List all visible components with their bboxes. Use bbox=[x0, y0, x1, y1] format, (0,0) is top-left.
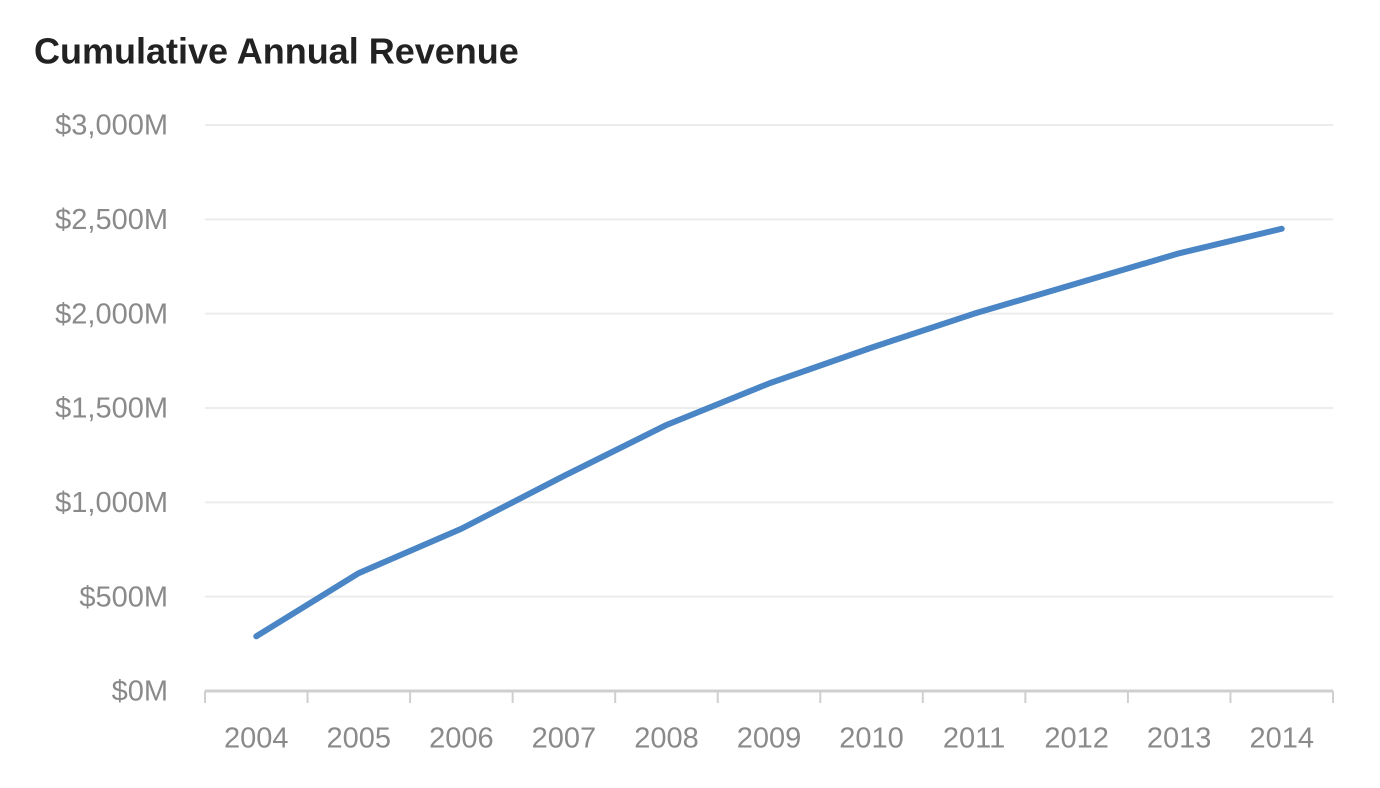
x-tick-label: 2012 bbox=[1044, 723, 1109, 755]
x-tick-label: 2009 bbox=[737, 723, 802, 755]
x-tick-label: 2008 bbox=[634, 723, 699, 755]
x-tick-label: 2007 bbox=[532, 723, 597, 755]
x-tick-label: 2004 bbox=[224, 723, 289, 755]
y-tick-label: $2,000M bbox=[55, 298, 168, 330]
x-tick-label: 2011 bbox=[943, 723, 1005, 755]
x-tick-label: 2010 bbox=[839, 723, 904, 755]
y-tick-label: $500M bbox=[79, 581, 168, 613]
x-tick-label: 2013 bbox=[1147, 723, 1212, 755]
y-tick-label: $1,000M bbox=[55, 487, 168, 519]
y-tick-label: $1,500M bbox=[55, 393, 168, 425]
x-tick-label: 2005 bbox=[327, 723, 392, 755]
y-tick-label: $3,000M bbox=[55, 110, 168, 142]
x-tick-label: 2014 bbox=[1249, 723, 1314, 755]
y-tick-label: $2,500M bbox=[55, 204, 168, 236]
line-series bbox=[253, 225, 1285, 640]
chart-title: Cumulative Annual Revenue bbox=[34, 31, 519, 72]
y-tick-label: $0M bbox=[112, 676, 168, 708]
x-tick-label: 2006 bbox=[429, 723, 494, 755]
